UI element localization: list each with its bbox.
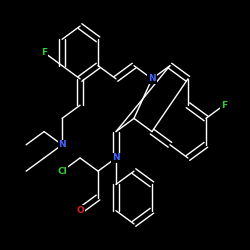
Text: O: O [76, 206, 84, 215]
Text: Cl: Cl [57, 167, 67, 176]
Text: N: N [58, 140, 66, 149]
Text: F: F [221, 101, 227, 110]
Text: N: N [112, 154, 120, 162]
Text: F: F [41, 48, 47, 57]
Text: N: N [148, 74, 156, 83]
